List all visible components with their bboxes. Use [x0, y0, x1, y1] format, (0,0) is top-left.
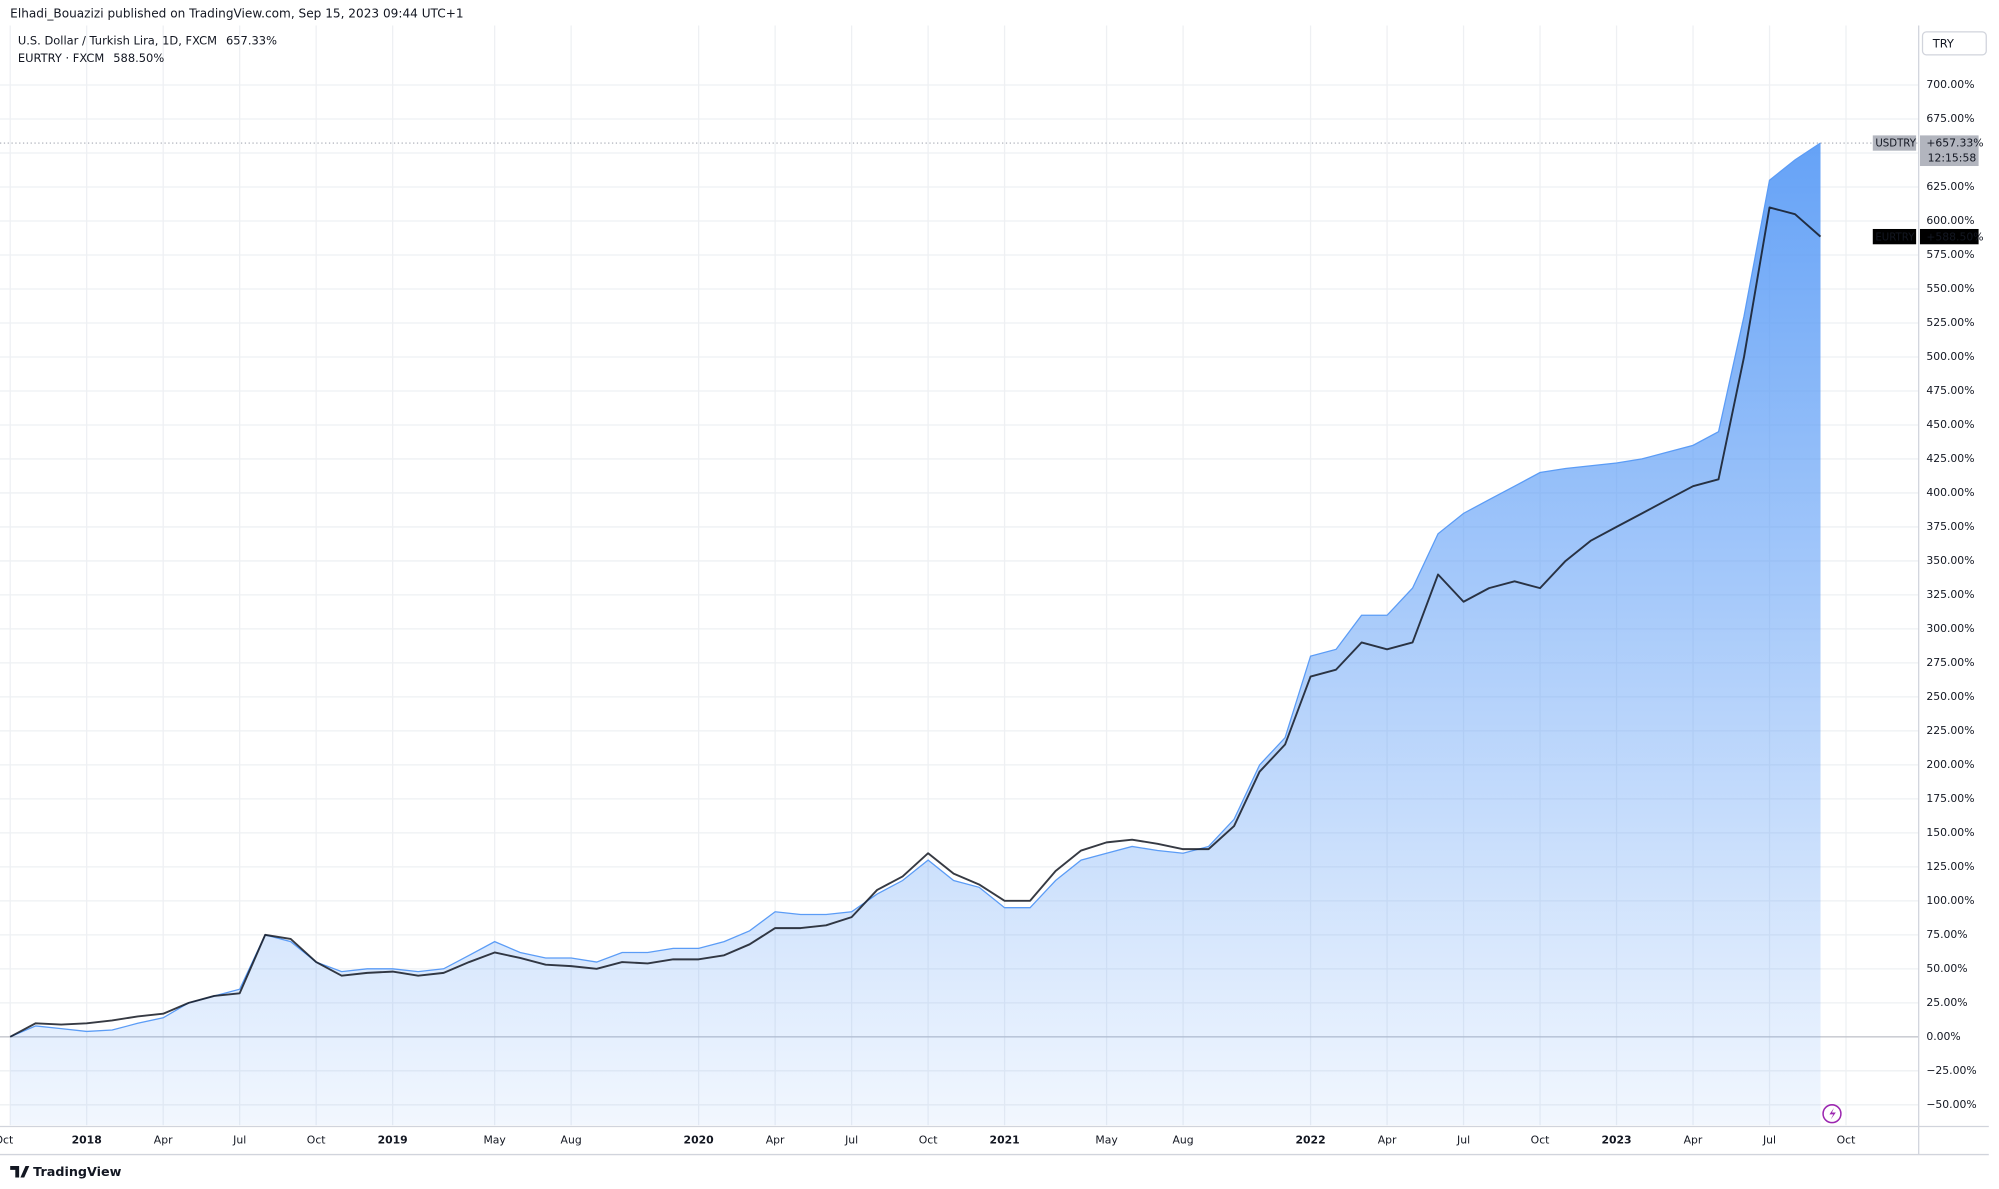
y-tick-label: 25.00% [1926, 996, 1967, 1009]
y-tick-label: 600.00% [1926, 214, 1974, 227]
y-tick-label: 475.00% [1926, 384, 1974, 397]
y-tick-label: 350.00% [1926, 554, 1974, 567]
x-tick-label: 2018 [72, 1134, 102, 1147]
y-tick-label: 200.00% [1926, 758, 1974, 771]
y-tick-label: 500.00% [1926, 350, 1974, 363]
y-tick-label: 550.00% [1926, 282, 1974, 295]
y-tick-label: 50.00% [1926, 962, 1967, 975]
last-value-label: +588.50% [1926, 230, 1983, 243]
y-tick-label: 150.00% [1926, 826, 1974, 839]
currency-button[interactable] [1921, 31, 1987, 56]
legend-text: EURTRY · FXCM [18, 51, 104, 65]
last-value-label: +657.33% [1926, 137, 1983, 150]
y-tick-label: 400.00% [1926, 486, 1974, 499]
x-tick-label: Oct [307, 1134, 326, 1147]
last-value-badge [1919, 228, 1979, 245]
y-tick-label: 100.00% [1926, 894, 1974, 907]
x-tick-label: 2023 [1601, 1134, 1631, 1147]
y-tick-label: 275.00% [1926, 656, 1974, 669]
x-tick-label: Jul [1762, 1134, 1776, 1147]
x-tick-label: Oct [1837, 1134, 1856, 1147]
series-name-badge [1872, 135, 1917, 151]
y-tick-label: 125.00% [1926, 860, 1974, 873]
x-tick-label: Apr [766, 1134, 785, 1147]
x-tick-label: May [483, 1134, 506, 1147]
y-tick-label: 250.00% [1926, 690, 1974, 703]
currency-button-text[interactable]: TRY [1932, 37, 1955, 51]
x-tick-label: 2019 [378, 1134, 408, 1147]
legend-value: 588.50% [113, 51, 164, 65]
x-tick-label: Jul [232, 1134, 246, 1147]
logo-mark [10, 1166, 30, 1178]
y-tick-label: 0.00% [1926, 1030, 1960, 1043]
x-tick-label: Oct [919, 1134, 938, 1147]
y-tick-label: 675.00% [1926, 112, 1974, 125]
y-tick-label: 575.00% [1926, 248, 1974, 261]
footer-logo: TradingView [10, 1165, 122, 1180]
y-tick-label: 425.00% [1926, 452, 1974, 465]
last-value-badge [1919, 135, 1979, 167]
area-fill [10, 143, 1821, 1126]
y-tick-label: 325.00% [1926, 588, 1974, 601]
legend-value: 657.33% [226, 33, 277, 47]
x-tick-label: Oct [1531, 1134, 1550, 1147]
y-tick-label: 225.00% [1926, 724, 1974, 737]
y-tick-label: 375.00% [1926, 520, 1974, 533]
x-tick-label: Oct [0, 1134, 13, 1147]
x-tick-label: Jul [844, 1134, 858, 1147]
x-tick-label: Apr [1378, 1134, 1397, 1147]
series-name: EURTRY [1875, 232, 1915, 243]
x-tick-label: 2020 [684, 1134, 715, 1147]
x-tick-label: Apr [154, 1134, 173, 1147]
y-tick-label: 625.00% [1926, 180, 1974, 193]
lightning-glyph [1829, 1107, 1836, 1120]
series-name-badge [1872, 228, 1917, 245]
x-tick-label: Apr [1684, 1134, 1703, 1147]
y-tick-label: 300.00% [1926, 622, 1974, 635]
y-tick-label: −50.00% [1926, 1098, 1976, 1111]
x-tick-label: 2022 [1296, 1134, 1326, 1147]
legend-text: U.S. Dollar / Turkish Lira, 1D, FXCM [18, 33, 217, 47]
x-tick-label: 2021 [990, 1134, 1020, 1147]
countdown: 12:15:58 [1928, 151, 1977, 164]
y-tick-label: 450.00% [1926, 418, 1974, 431]
y-tick-label: 75.00% [1926, 928, 1967, 941]
x-tick-label: May [1095, 1134, 1118, 1147]
series-name: USDTRY [1875, 139, 1916, 150]
y-tick-label: 525.00% [1926, 316, 1974, 329]
x-tick-label: Jul [1456, 1134, 1470, 1147]
y-tick-label: 700.00% [1926, 78, 1974, 91]
y-tick-label: 175.00% [1926, 792, 1974, 805]
publisher: Elhadi_Bouazizi published on TradingView… [10, 7, 463, 21]
x-tick-label: Aug [561, 1134, 582, 1147]
brand: TradingView [33, 1165, 122, 1180]
series-line [9, 206, 1822, 1038]
x-tick-label: Aug [1173, 1134, 1194, 1147]
y-tick-label: −25.00% [1926, 1064, 1976, 1077]
